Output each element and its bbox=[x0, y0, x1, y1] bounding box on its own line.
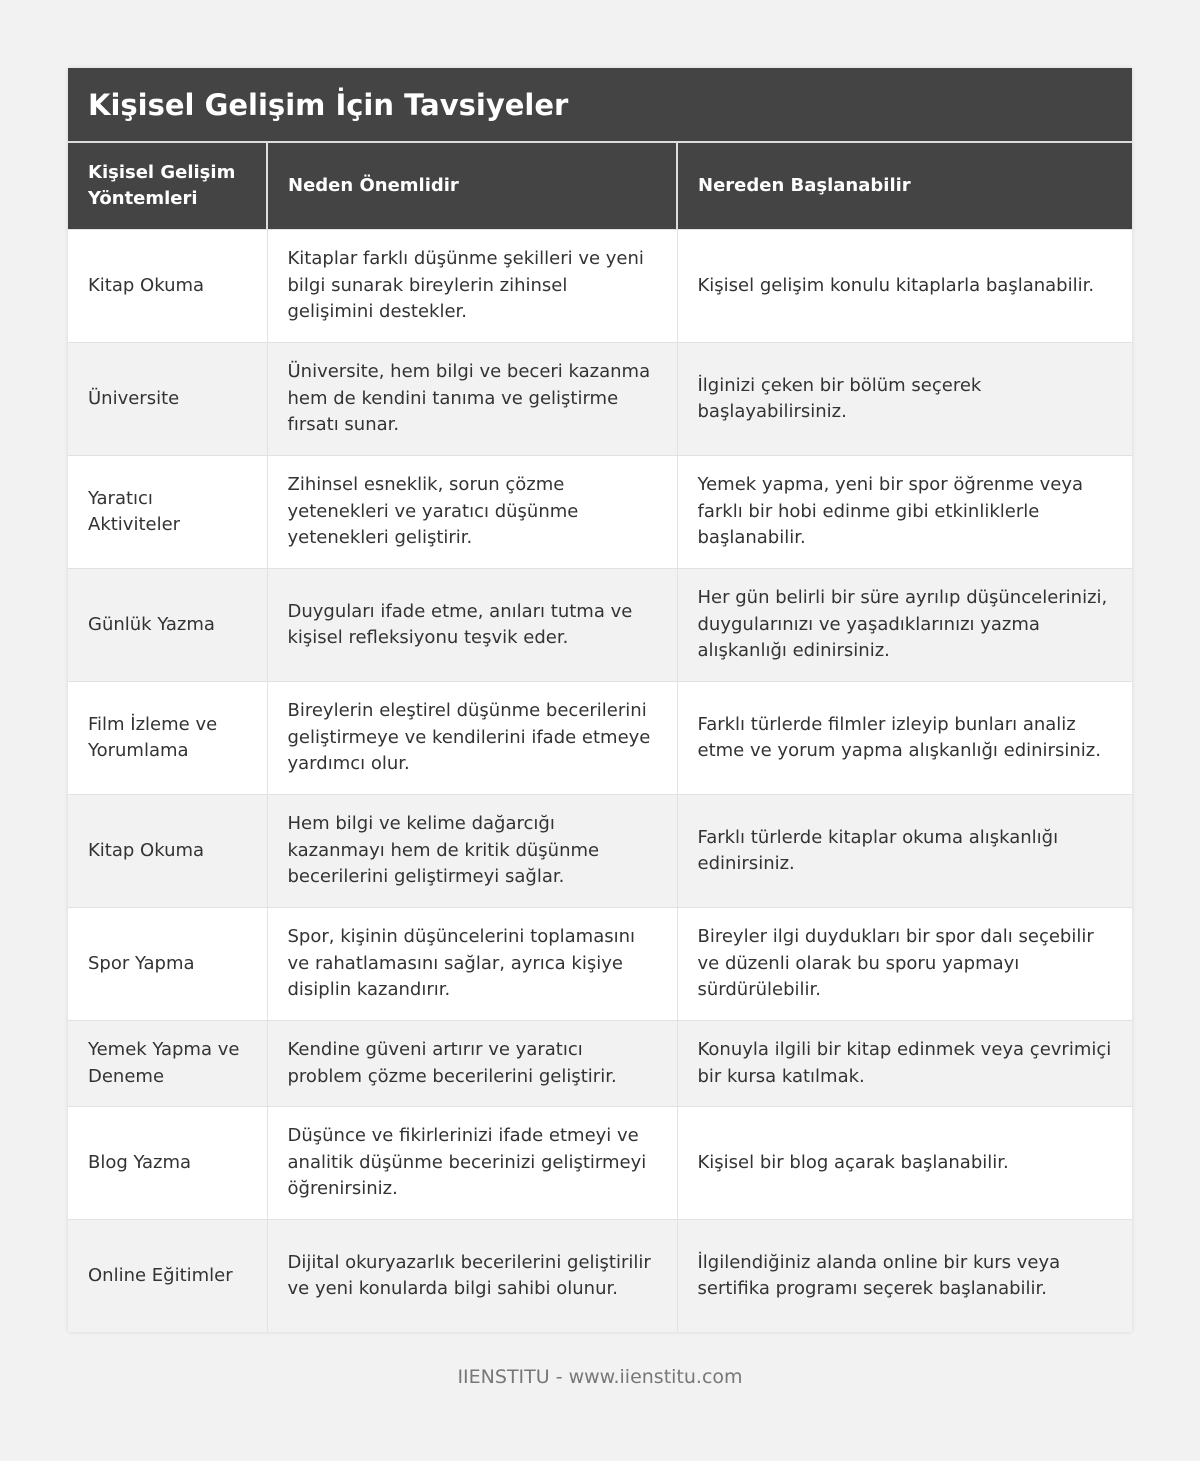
method-cell: Yaratıcı Aktiviteler bbox=[68, 455, 268, 569]
footer-credit: IIENSTITU - www.iienstitu.com bbox=[457, 1366, 743, 1388]
table-card: Kişisel Gelişim İçin Tavsiyeler Kişisel … bbox=[68, 68, 1132, 1332]
start-cell: Kişisel bir blog açarak başlanabilir. bbox=[677, 1106, 1132, 1220]
table-row: Üniversite Üniversite, hem bilgi ve becer… bbox=[68, 342, 1132, 456]
method-cell: Online Eğitimler bbox=[68, 1219, 268, 1332]
method-cell: Yemek Yapma ve Deneme bbox=[68, 1020, 268, 1107]
table-title: Kişisel Gelişim İçin Tavsiyeler bbox=[68, 68, 1132, 143]
importance-cell: Bireylerin eleştirel düşünme becerilerin… bbox=[267, 681, 678, 795]
start-cell: Her gün belirli bir süre ayrılıp düşünce… bbox=[677, 568, 1132, 682]
importance-cell: Hem bilgi ve kelime dağarcığı kazanmayı … bbox=[267, 794, 678, 908]
start-cell: Yemek yapma, yeni bir spor öğrenme veya … bbox=[677, 455, 1132, 569]
start-cell: Konuyla ilgili bir kitap edinmek veya çe… bbox=[677, 1020, 1132, 1107]
method-cell: Kitap Okuma bbox=[68, 794, 268, 908]
method-cell: Günlük Yazma bbox=[68, 568, 268, 682]
importance-cell: Düşünce ve fikirlerinizi ifade etmeyi ve… bbox=[267, 1106, 678, 1220]
importance-cell: Üniversite, hem bilgi ve beceri kazanma … bbox=[267, 342, 678, 456]
importance-cell: Kendine güveni artırır ve yaratıcı probl… bbox=[267, 1020, 678, 1107]
importance-cell: Kitaplar farklı düşünme şekilleri ve yen… bbox=[267, 229, 678, 343]
start-cell: İlginizi çeken bir bölüm seçerek başlaya… bbox=[677, 342, 1132, 456]
recommendations-table: Kişisel Gelişim Yöntemleri Neden Önemlid… bbox=[68, 143, 1132, 1332]
header-row: Kişisel Gelişim Yöntemleri Neden Önemlid… bbox=[68, 143, 1132, 230]
start-cell: Farklı türlerde filmler izleyip bunları … bbox=[677, 681, 1132, 795]
table-row: Yaratıcı Aktiviteler Zihinsel esneklik, s… bbox=[68, 455, 1132, 569]
importance-cell: Spor, kişinin düşüncelerini toplamasını … bbox=[267, 907, 678, 1021]
table-row: Spor Yapma Spor, kişinin düşüncelerini to… bbox=[68, 907, 1132, 1021]
column-header: Kişisel Gelişim Yöntemleri bbox=[68, 143, 268, 230]
table-row: Kitap Okuma Hem bilgi ve kelime dağarcığı… bbox=[68, 794, 1132, 908]
start-cell: Bireyler ilgi duydukları bir spor dalı s… bbox=[677, 907, 1132, 1021]
table-row: Günlük Yazma Duyguları ifade etme, anılar… bbox=[68, 568, 1132, 682]
column-header: Neden Önemlidir bbox=[267, 143, 678, 230]
importance-cell: Zihinsel esneklik, sorun çözme yetenekle… bbox=[267, 455, 678, 569]
start-cell: Kişisel gelişim konulu kitaplarla başlan… bbox=[677, 229, 1132, 343]
method-cell: Spor Yapma bbox=[68, 907, 268, 1021]
table-row: Film İzleme ve Yorumlama Bireylerin eleşt… bbox=[68, 681, 1132, 795]
method-cell: Üniversite bbox=[68, 342, 268, 456]
table-row: Yemek Yapma ve Deneme Kendine güveni artı… bbox=[68, 1020, 1132, 1107]
table-row: Blog Yazma Düşünce ve fikirlerinizi ifade… bbox=[68, 1106, 1132, 1220]
start-cell: Farklı türlerde kitaplar okuma alışkanlı… bbox=[677, 794, 1132, 908]
start-cell: İlgilendiğiniz alanda online bir kurs ve… bbox=[677, 1219, 1132, 1332]
column-header: Nereden Başlanabilir bbox=[677, 143, 1132, 230]
table-row: Kitap Okuma Kitaplar farklı düşünme şekil… bbox=[68, 229, 1132, 343]
method-cell: Kitap Okuma bbox=[68, 229, 268, 343]
method-cell: Film İzleme ve Yorumlama bbox=[68, 681, 268, 795]
table-row: Online Eğitimler Dijital okuryazarlık bec… bbox=[68, 1219, 1132, 1332]
importance-cell: Dijital okuryazarlık becerilerini gelişt… bbox=[267, 1219, 678, 1332]
importance-cell: Duyguları ifade etme, anıları tutma ve k… bbox=[267, 568, 678, 682]
method-cell: Blog Yazma bbox=[68, 1106, 268, 1220]
